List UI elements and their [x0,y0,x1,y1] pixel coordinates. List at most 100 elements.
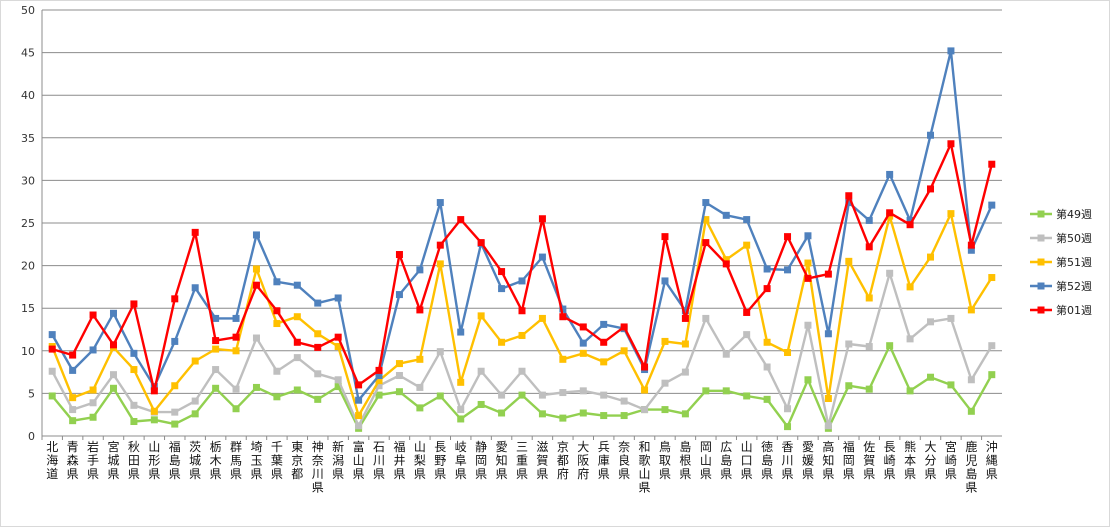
data-point [89,311,97,319]
data-point [191,284,199,292]
data-point [69,394,77,402]
legend-label: 第50週 [1056,231,1092,245]
data-point [171,408,179,416]
data-point [763,285,771,293]
data-point [927,373,935,381]
data-point [681,307,689,315]
data-point [457,415,465,423]
legend-entry: 第52週 [1030,279,1092,293]
data-point [212,345,220,353]
data-point [457,216,465,224]
data-point [375,366,383,374]
y-tick-label: 45 [21,47,35,60]
data-point [538,410,546,418]
legend-entry: 第01週 [1030,303,1092,317]
data-point [395,372,403,380]
data-point [661,337,669,345]
x-tick-label: 山口県 [741,440,753,481]
data-point [355,396,363,404]
data-point [314,370,322,378]
data-point [865,343,873,351]
data-point [743,331,751,339]
x-tick-label: 石川県 [373,440,385,481]
data-point [927,318,935,326]
data-point [232,314,240,322]
data-point [69,366,77,374]
legend-swatch-marker [1037,210,1045,218]
data-point [763,265,771,273]
data-point [457,406,465,414]
data-point [518,331,526,339]
x-tick-label: 群馬県 [230,440,242,481]
data-point [477,367,485,375]
legend-label: 第51週 [1056,255,1092,269]
data-point [906,221,914,229]
data-point [375,382,383,390]
data-point [130,349,138,357]
data-point [988,160,996,168]
x-tick-label: 山梨県 [414,440,426,481]
data-point [600,320,608,328]
data-point [865,216,873,224]
data-point [641,386,649,394]
data-point [150,387,158,395]
y-tick-label: 15 [21,302,35,315]
data-point [988,371,996,379]
data-point [212,366,220,374]
data-point [824,395,832,403]
x-tick-label: 長野県 [434,440,446,481]
data-point [722,211,730,219]
x-tick-label: 沖縄県 [986,440,998,481]
data-point [89,399,97,407]
legend-swatch-marker [1037,306,1045,314]
data-point [743,308,751,316]
data-point [620,323,628,331]
data-point [416,383,424,391]
data-point [538,314,546,322]
data-point [293,386,301,394]
data-point [559,389,567,397]
data-point [375,372,383,380]
legend-entry: 第49週 [1030,207,1092,221]
data-point [293,354,301,362]
data-point [395,251,403,259]
data-point [69,406,77,414]
y-tick-label: 0 [28,430,35,443]
data-point [395,388,403,396]
data-point [743,241,751,249]
data-point [906,216,914,224]
data-point [436,392,444,400]
data-point [314,343,322,351]
data-point [600,338,608,346]
x-tick-label: 香川県 [782,440,794,481]
data-point [967,246,975,254]
x-tick-label: 佐賀県 [863,440,875,481]
data-point [395,360,403,368]
data-point [538,253,546,261]
data-point [191,228,199,236]
data-point [804,274,812,282]
data-point [48,331,56,339]
data-point [171,420,179,428]
data-point [416,404,424,412]
data-point [722,350,730,358]
data-point [334,333,342,341]
y-tick-label: 35 [21,132,35,145]
data-point [232,347,240,355]
data-point [130,418,138,426]
x-tick-label: 大阪府 [577,440,589,481]
x-tick-label: 栃木県 [210,440,222,481]
data-point [395,291,403,299]
x-tick-label: 愛媛県 [802,440,814,481]
data-point [641,406,649,414]
data-point [967,306,975,314]
x-tick-label: 広島県 [720,440,732,481]
data-point [232,405,240,413]
data-point [498,268,506,276]
data-point [436,260,444,268]
x-tick-label: 岐阜県 [455,440,467,481]
data-point [763,363,771,371]
data-point [722,256,730,264]
x-axis: 北海道青森県岩手県宮城県秋田県山形県福島県茨城県栃木県群馬県埼玉県千葉県東京都神… [41,435,1002,495]
